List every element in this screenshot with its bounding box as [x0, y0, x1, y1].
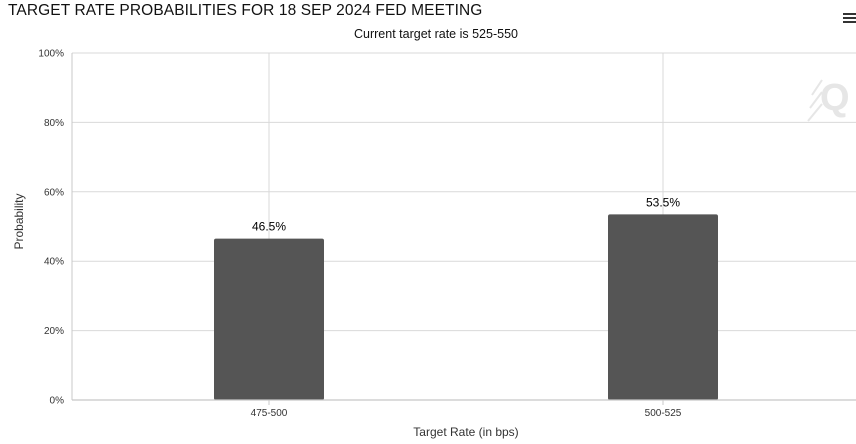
x-axis: 475-500 500-525	[72, 399, 856, 419]
x-tick-label: 475-500	[251, 408, 288, 419]
y-tick-label: 60%	[44, 187, 64, 198]
bar-500-525[interactable]	[608, 214, 718, 400]
y-axis: 0% 20% 40% 60% 80% 100%	[38, 49, 73, 407]
grid	[72, 52, 856, 400]
y-tick-label: 100%	[38, 49, 64, 60]
y-tick-label: 20%	[44, 326, 64, 337]
chart-title: TARGET RATE PROBABILITIES FOR 18 SEP 202…	[8, 2, 483, 19]
y-tick-label: 80%	[44, 118, 64, 129]
watermark-text: Q	[820, 77, 850, 119]
data-label: 46.5%	[252, 220, 286, 234]
watermark-lines-icon	[807, 79, 823, 122]
y-tick-label: 0%	[50, 396, 65, 407]
bars	[214, 214, 718, 400]
chart-subtitle: Current target rate is 525-550	[354, 27, 518, 41]
y-tick-label: 40%	[44, 257, 64, 268]
data-labels: 46.5% 53.5%	[252, 195, 680, 233]
bar-475-500[interactable]	[214, 238, 324, 400]
x-axis-title: Target Rate (in bps)	[413, 425, 518, 439]
hamburger-menu-icon[interactable]	[843, 12, 856, 26]
data-label: 53.5%	[646, 195, 680, 209]
watermark-logo: Q	[807, 77, 850, 122]
y-axis-title: Probability	[12, 193, 26, 249]
x-tick-label: 500-525	[645, 408, 682, 419]
